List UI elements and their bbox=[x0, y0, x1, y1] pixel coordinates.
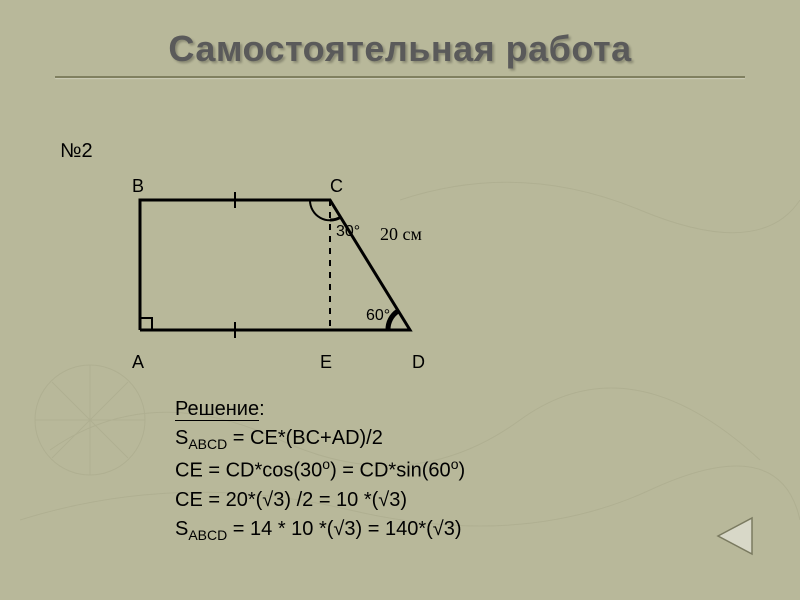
problem-number: №2 bbox=[60, 140, 93, 163]
nav-prev-icon[interactable] bbox=[712, 512, 760, 560]
vertex-label-b: B bbox=[132, 176, 144, 197]
svg-text:30°: 30° bbox=[336, 223, 360, 240]
vertex-label-a: A bbox=[132, 352, 144, 373]
svg-text:20 см: 20 см bbox=[380, 224, 422, 244]
page-title: Самостоятельная работа bbox=[0, 0, 800, 70]
geometry-diagram: 20 см30°60° ABCDE bbox=[120, 180, 460, 370]
solution-block: Решение: SABCD = CE*(BC+AD)/2CE = CD*cos… bbox=[175, 395, 465, 545]
title-underline bbox=[55, 76, 745, 78]
solution-line: CE = CD*cos(30o) = CD*sin(60o) bbox=[175, 454, 465, 486]
solution-line: SABCD = 14 * 10 *(√3) = 140*(√3) bbox=[175, 515, 465, 545]
vertex-label-c: C bbox=[330, 176, 343, 197]
svg-text:60°: 60° bbox=[366, 307, 390, 324]
vertex-label-d: D bbox=[412, 352, 425, 373]
solution-heading: Решение: bbox=[175, 398, 265, 421]
solution-line: CE = 20*(√3) /2 = 10 *(√3) bbox=[175, 486, 465, 515]
vertex-label-e: E bbox=[320, 352, 332, 373]
solution-line: SABCD = CE*(BC+AD)/2 bbox=[175, 424, 465, 454]
